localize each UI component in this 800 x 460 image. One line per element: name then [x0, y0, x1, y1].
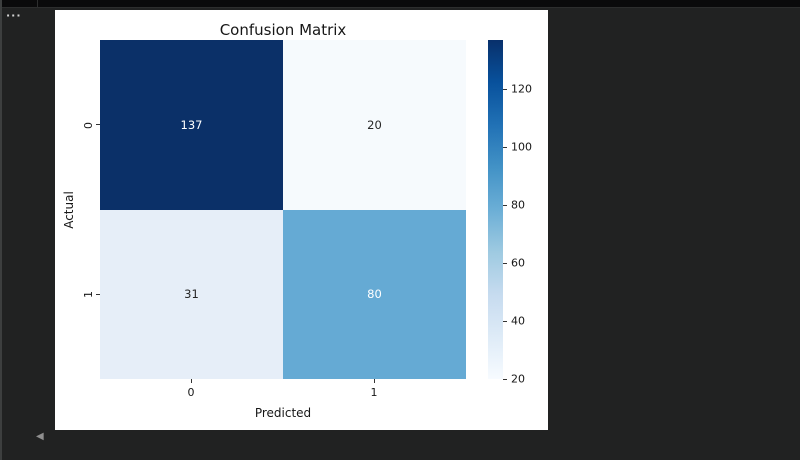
- y-tick-label-1: 1: [81, 286, 95, 302]
- x-tick-label-1: 1: [370, 386, 378, 399]
- top-bar: [0, 0, 800, 8]
- heatmap-cell-0-0: 137: [100, 40, 283, 210]
- x-tick-mark-1: [374, 379, 375, 383]
- more-actions-icon[interactable]: ···: [6, 9, 22, 22]
- colorbar-tick-label-60: 60: [511, 256, 525, 270]
- colorbar-tick-label-100: 100: [511, 140, 532, 154]
- colorbar-tick-label-80: 80: [511, 198, 525, 212]
- chart-title: Confusion Matrix: [219, 21, 347, 39]
- colorbar-tick-mark-100: [503, 147, 507, 149]
- colorbar-ticks: 20 40 60 80 100 120: [503, 40, 548, 386]
- y-tick-mark-0: [96, 124, 100, 125]
- collapse-left-icon[interactable]: ◀: [36, 431, 44, 442]
- top-bar-divider: [37, 0, 38, 8]
- colorbar-tick-mark-60: [503, 263, 507, 265]
- colorbar-tick-mark-20: [503, 379, 507, 380]
- y-tick-label-0: 0: [81, 117, 95, 133]
- y-axis-label-text: Actual: [62, 190, 76, 229]
- x-axis-label: Predicted: [254, 406, 312, 420]
- heatmap-cell-0-1: 20: [283, 40, 466, 210]
- colorbar-tick-label-20: 20: [511, 372, 525, 386]
- heatmap-cell-1-0: 31: [100, 209, 283, 379]
- heatmap: 137 20 31 80: [100, 40, 466, 379]
- left-edge-strip: [0, 0, 2, 460]
- x-tick-mark-0: [191, 379, 192, 383]
- y-tick-mark-1: [96, 294, 100, 295]
- y-tick-label-0-text: 0: [81, 121, 95, 129]
- colorbar-tick-mark-120: [503, 89, 507, 91]
- y-tick-label-1-text: 1: [81, 290, 95, 298]
- colorbar: [488, 40, 503, 379]
- colorbar-tick-mark-40: [503, 321, 507, 323]
- colorbar-tick-label-120: 120: [511, 82, 532, 96]
- colorbar-tick-label-40: 40: [511, 314, 525, 328]
- heatmap-cell-1-1: 80: [283, 209, 466, 379]
- colorbar-tick-mark-80: [503, 205, 507, 207]
- y-axis-label: Actual: [61, 40, 77, 379]
- confusion-matrix-figure: Confusion Matrix Actual 0 1 137 20 31 80 0 …: [55, 10, 548, 430]
- x-tick-label-0: 0: [187, 386, 195, 399]
